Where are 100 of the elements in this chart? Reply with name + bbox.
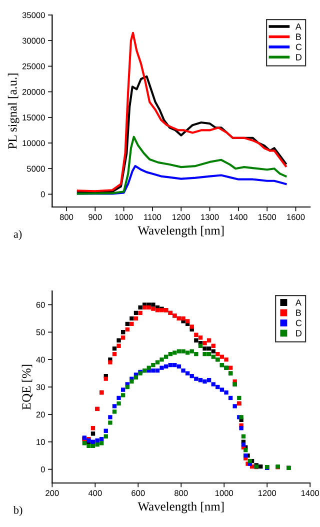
- point: [241, 434, 246, 438]
- y-tick-label: 40: [36, 356, 45, 363]
- point: [244, 448, 248, 452]
- point: [248, 458, 252, 464]
- y-tick-label: 25000: [22, 63, 45, 70]
- point: [224, 357, 228, 362]
- y-tick-label: 20: [36, 412, 45, 418]
- point: [164, 354, 168, 359]
- point: [181, 316, 186, 321]
- point: [202, 346, 207, 351]
- point: [181, 349, 186, 354]
- point: [121, 336, 126, 340]
- point: [168, 362, 172, 368]
- line-series: [76, 136, 287, 195]
- x-tick-label: 1000: [115, 214, 133, 220]
- point: [125, 327, 130, 332]
- point: [104, 376, 108, 381]
- y-tick-label: 35000: [22, 12, 45, 18]
- point: [172, 362, 177, 368]
- point: [172, 350, 177, 355]
- point: [176, 364, 182, 369]
- legend-label: A: [295, 299, 302, 306]
- point: [228, 396, 233, 400]
- text: b): [13, 506, 22, 516]
- point: [202, 341, 207, 346]
- point: [160, 357, 164, 362]
- y-tick-label: 10: [36, 439, 45, 445]
- point: [216, 352, 220, 356]
- y-tick-label: 10000: [22, 140, 45, 146]
- point: [95, 442, 100, 447]
- point: [100, 441, 104, 446]
- point: [104, 428, 108, 433]
- point: [112, 352, 117, 356]
- point: [194, 352, 198, 356]
- x-tick-label: 400: [88, 490, 102, 496]
- y-axis-title: PL signal [a.u.]: [8, 74, 20, 149]
- point: [155, 368, 160, 373]
- y-tick-label: 0: [40, 466, 45, 472]
- point: [116, 344, 121, 348]
- x-tick-label: 1300: [201, 214, 219, 220]
- point: [151, 302, 156, 307]
- x-tick-label: 1600: [287, 214, 305, 220]
- point: [202, 352, 207, 356]
- x-tick-label: 600: [132, 490, 145, 496]
- point: [198, 378, 203, 382]
- point: [108, 415, 112, 420]
- x-tick-label: 1500: [258, 214, 276, 220]
- point: [228, 366, 233, 370]
- y-tick-label: 5000: [27, 166, 45, 172]
- point: [95, 438, 100, 443]
- point: [108, 420, 112, 425]
- point: [104, 434, 108, 438]
- point: [190, 349, 194, 354]
- legend-label: B: [296, 34, 301, 40]
- y-tick-label: 60: [36, 302, 45, 308]
- point: [190, 374, 194, 378]
- legend-label: A: [295, 23, 302, 30]
- point: [125, 322, 130, 326]
- point: [82, 441, 86, 446]
- y-tick-label: 50: [36, 329, 45, 336]
- point: [146, 305, 151, 310]
- y-tick-label: 15000: [22, 114, 45, 120]
- point: [185, 371, 190, 376]
- point: [211, 349, 216, 354]
- point: [168, 352, 172, 356]
- point: [185, 319, 190, 324]
- point: [151, 368, 156, 373]
- point: [90, 444, 96, 448]
- point: [239, 426, 244, 430]
- line-series: [76, 75, 287, 194]
- y-tick-label: 30: [36, 384, 45, 390]
- line-series: [76, 32, 287, 192]
- point: [100, 437, 104, 442]
- y-tick-label: 0: [40, 191, 45, 198]
- point: [138, 310, 142, 316]
- point: [151, 362, 156, 368]
- point: [134, 310, 138, 316]
- x-tick-label: 800: [60, 214, 74, 220]
- point: [232, 404, 237, 408]
- y-tick-label: 30000: [22, 38, 45, 44]
- text: a): [14, 230, 22, 240]
- point: [90, 432, 96, 436]
- point: [146, 366, 151, 370]
- x-tick-label: 1200: [172, 214, 190, 220]
- point: [90, 440, 96, 444]
- x-axis-title: Wavelength [nm]: [138, 502, 224, 514]
- legend-label: D: [296, 54, 302, 60]
- x-tick-label: 1000: [215, 490, 234, 496]
- point: [160, 366, 164, 370]
- point: [134, 375, 138, 380]
- point: [211, 382, 216, 386]
- point: [155, 360, 160, 364]
- point: [198, 344, 203, 348]
- point: [138, 305, 142, 310]
- point: [151, 306, 156, 311]
- legend-label: C: [296, 44, 302, 50]
- point: [198, 336, 203, 340]
- y-tick-label: 20000: [22, 89, 45, 95]
- x-tick-label: 1400: [230, 214, 248, 220]
- point: [90, 426, 96, 430]
